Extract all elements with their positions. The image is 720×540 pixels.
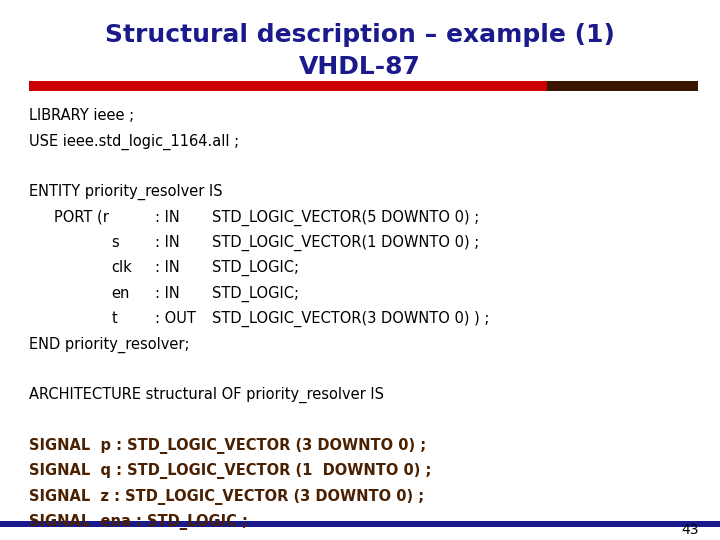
Text: STD_LOGIC_VECTOR(5 DOWNTO 0) ;: STD_LOGIC_VECTOR(5 DOWNTO 0) ; [212, 210, 480, 226]
Text: STD_LOGIC_VECTOR(1 DOWNTO 0) ;: STD_LOGIC_VECTOR(1 DOWNTO 0) ; [212, 235, 480, 251]
Text: ENTITY priority_resolver IS: ENTITY priority_resolver IS [29, 184, 222, 200]
Text: VHDL-87: VHDL-87 [299, 56, 421, 79]
Text: SIGNAL  z : STD_LOGIC_VECTOR (3 DOWNTO 0) ;: SIGNAL z : STD_LOGIC_VECTOR (3 DOWNTO 0)… [29, 489, 424, 505]
Text: t: t [112, 311, 117, 326]
Text: s: s [112, 235, 120, 250]
Text: PORT (r: PORT (r [54, 210, 109, 225]
Text: clk: clk [112, 260, 132, 275]
Text: Structural description – example (1): Structural description – example (1) [105, 23, 615, 47]
Text: : IN: : IN [155, 210, 179, 225]
Text: STD_LOGIC;: STD_LOGIC; [212, 286, 300, 302]
Bar [547, 81, 698, 91]
Text: : IN: : IN [155, 235, 179, 250]
Text: ARCHITECTURE structural OF priority_resolver IS: ARCHITECTURE structural OF priority_reso… [29, 387, 384, 403]
Text: STD_LOGIC;: STD_LOGIC; [212, 260, 300, 276]
Bar [0, 521, 720, 526]
Text: 43: 43 [681, 523, 698, 537]
Text: : OUT: : OUT [155, 311, 196, 326]
Text: END priority_resolver;: END priority_resolver; [29, 336, 189, 353]
Text: : IN: : IN [155, 286, 179, 301]
Text: USE ieee.std_logic_1164.all ;: USE ieee.std_logic_1164.all ; [29, 133, 239, 150]
Text: STD_LOGIC_VECTOR(3 DOWNTO 0) ) ;: STD_LOGIC_VECTOR(3 DOWNTO 0) ) ; [212, 311, 490, 327]
Text: : IN: : IN [155, 260, 179, 275]
Text: en: en [112, 286, 130, 301]
Text: SIGNAL  q : STD_LOGIC_VECTOR (1  DOWNTO 0) ;: SIGNAL q : STD_LOGIC_VECTOR (1 DOWNTO 0)… [29, 463, 431, 480]
Text: LIBRARY ieee ;: LIBRARY ieee ; [29, 108, 134, 123]
Bar [29, 81, 547, 91]
Text: SIGNAL  ena : STD_LOGIC ;: SIGNAL ena : STD_LOGIC ; [29, 514, 248, 530]
Text: SIGNAL  p : STD_LOGIC_VECTOR (3 DOWNTO 0) ;: SIGNAL p : STD_LOGIC_VECTOR (3 DOWNTO 0)… [29, 438, 426, 454]
